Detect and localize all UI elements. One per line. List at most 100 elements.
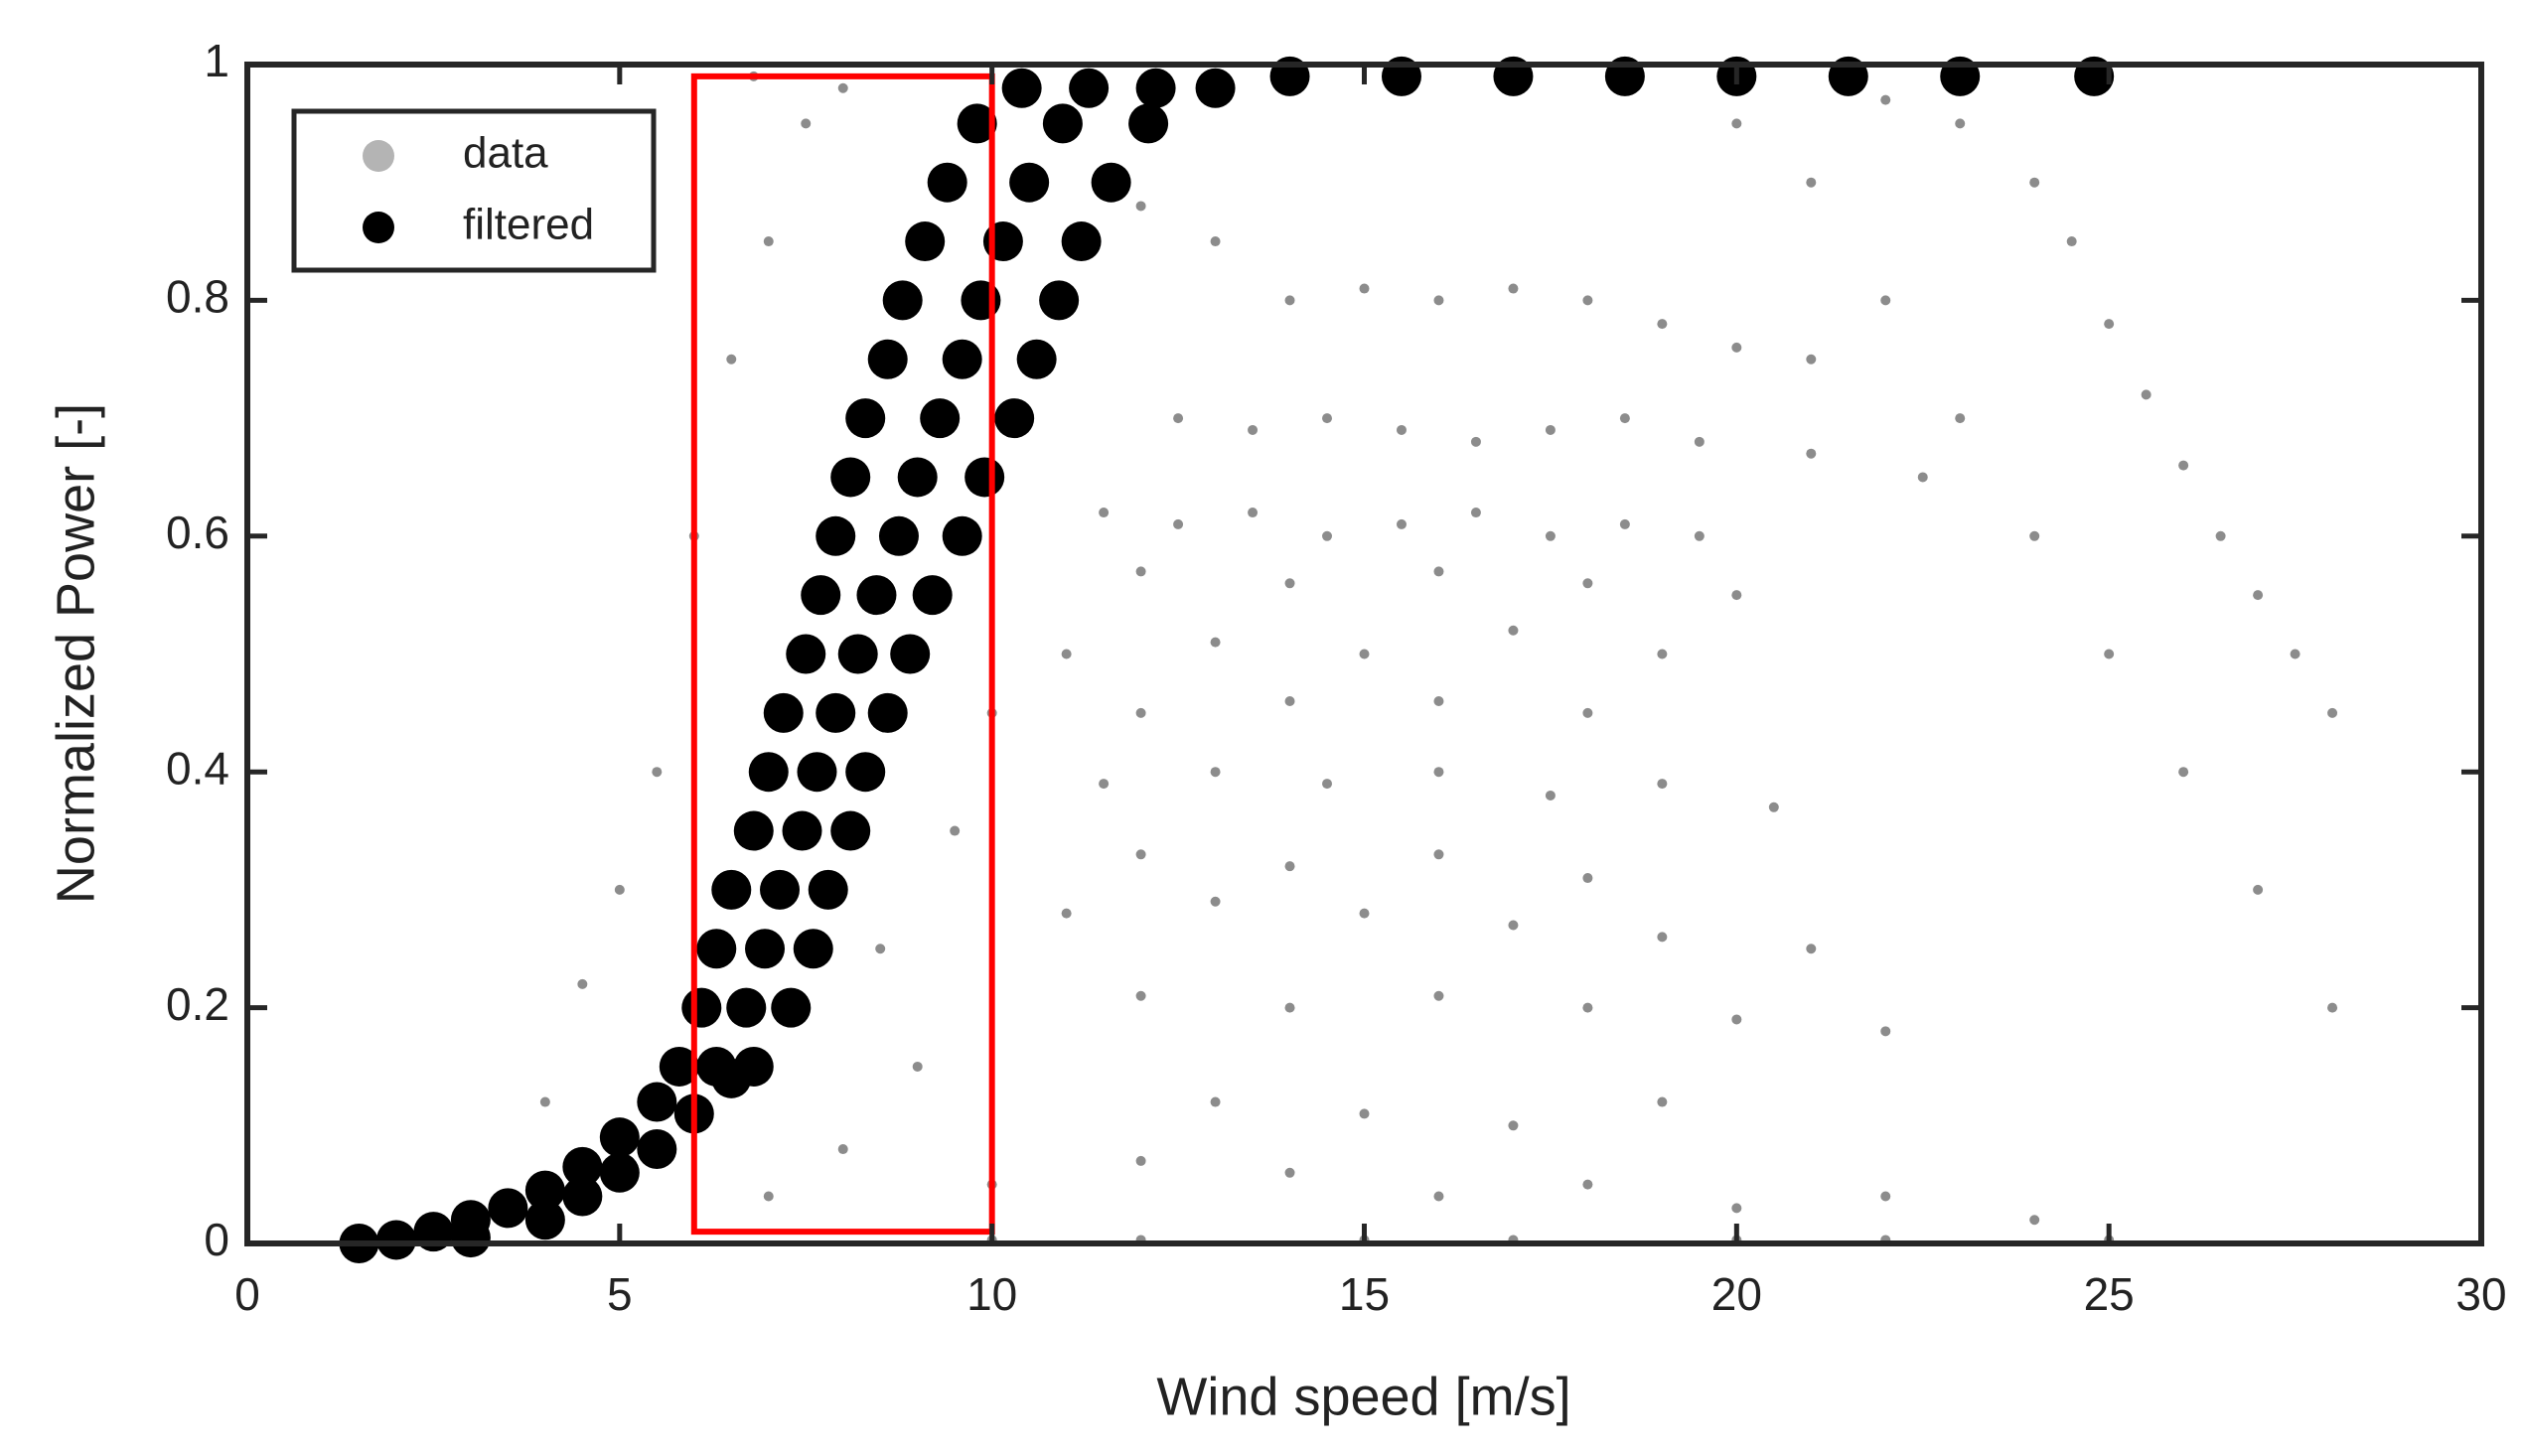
data-point — [1210, 236, 1221, 247]
data-point — [1284, 861, 1295, 872]
data-point — [1210, 896, 1221, 907]
filtered-point — [599, 1117, 640, 1158]
filtered-point — [733, 810, 774, 851]
data-point — [1806, 354, 1817, 364]
filtered-point — [905, 221, 946, 262]
filtered-point — [748, 752, 789, 793]
filtered-point — [882, 280, 923, 321]
filtered-point — [637, 1082, 677, 1122]
data-point — [1284, 578, 1295, 589]
data-point — [1619, 413, 1630, 424]
filtered-point — [801, 575, 841, 616]
data-point — [1955, 118, 1966, 129]
filtered-point — [797, 752, 837, 793]
filtered-point — [816, 515, 856, 556]
filtered-point — [845, 398, 886, 439]
data-point — [2066, 236, 2077, 247]
data-point — [1806, 944, 1817, 954]
filtered-point — [856, 575, 897, 616]
data-point — [1470, 508, 1481, 518]
filtered-point — [782, 810, 822, 851]
data-point — [1248, 424, 1259, 435]
filtered-point — [1009, 162, 1050, 203]
data-point — [1582, 578, 1593, 589]
filtered-point — [786, 634, 826, 674]
filtered-point — [890, 634, 931, 674]
data-point — [1322, 779, 1333, 790]
filtered-point — [771, 987, 812, 1028]
filtered-point — [1016, 339, 1057, 379]
data-point — [1396, 424, 1407, 435]
data-point — [1880, 1026, 1891, 1037]
filtered-point — [867, 692, 908, 733]
data-point — [1470, 436, 1481, 447]
filtered-point — [659, 1046, 699, 1087]
data-point — [1731, 118, 1742, 129]
data-point — [2327, 1002, 2338, 1013]
data-point — [1508, 625, 1519, 636]
data-point — [1731, 590, 1742, 601]
data-point — [2253, 884, 2264, 895]
data-point — [1657, 779, 1668, 790]
y-axis-label: Normalized Power [-] — [46, 403, 105, 904]
filtered-point — [1135, 68, 1176, 108]
data-point — [1135, 1155, 1146, 1166]
data-point — [1061, 908, 1072, 919]
data-point — [1433, 767, 1444, 778]
y-tick-label: 0.2 — [166, 978, 229, 1030]
data-point — [2290, 649, 2300, 659]
data-point — [726, 354, 737, 364]
data-point — [1768, 801, 1779, 812]
data-point — [1359, 283, 1370, 294]
data-point — [1284, 1002, 1295, 1013]
data-point — [1955, 413, 1966, 424]
filtered-point — [681, 987, 722, 1028]
y-tick-label: 0.4 — [166, 742, 229, 794]
data-point — [539, 1096, 550, 1107]
x-tick-label: 20 — [1711, 1268, 1762, 1320]
data-point — [1433, 849, 1444, 860]
data-point — [2029, 530, 2040, 541]
plot-area — [339, 56, 2338, 1263]
x-tick-label: 10 — [966, 1268, 1017, 1320]
data-point — [1433, 295, 1444, 306]
legend-label: filtered — [463, 201, 594, 249]
filtered-point — [733, 1046, 774, 1087]
filtered-point — [920, 398, 961, 439]
data-point — [1433, 1191, 1444, 1202]
data-point — [1173, 413, 1184, 424]
filtered-point — [1042, 103, 1083, 144]
data-point — [1210, 1096, 1221, 1107]
data-point — [1694, 436, 1705, 447]
data-point — [1508, 1120, 1519, 1131]
data-point — [1582, 873, 1593, 884]
legend-marker — [363, 212, 394, 243]
data-point — [1433, 990, 1444, 1001]
data-point — [837, 1144, 848, 1155]
data-point — [2178, 767, 2189, 778]
filtered-point — [763, 692, 804, 733]
data-point — [2104, 319, 2115, 330]
data-point — [1731, 1014, 1742, 1025]
data-point — [1135, 707, 1146, 718]
filtered-point — [1039, 280, 1080, 321]
data-point — [1284, 295, 1295, 306]
data-point — [1582, 1002, 1593, 1013]
data-point — [1135, 849, 1146, 860]
data-point — [1433, 695, 1444, 706]
data-point — [577, 978, 588, 989]
filtered-point — [696, 1046, 737, 1087]
filtered-point — [1061, 221, 1102, 262]
data-point — [614, 884, 625, 895]
data-point — [1806, 448, 1817, 459]
legend-marker — [363, 140, 394, 172]
filtered-point — [912, 575, 953, 616]
filtered-point — [760, 869, 801, 910]
data-point — [1545, 424, 1556, 435]
x-axis-label: Wind speed [m/s] — [1156, 1367, 1570, 1426]
filtered-point — [711, 869, 752, 910]
filtered-point — [867, 339, 908, 379]
data-point — [1657, 649, 1668, 659]
filtered-point — [488, 1188, 528, 1229]
